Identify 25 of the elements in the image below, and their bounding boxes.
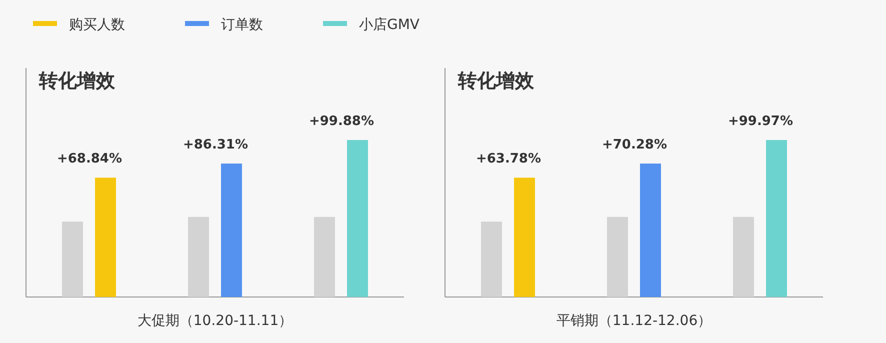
bar: [481, 222, 502, 297]
annotation: +70.28%: [602, 138, 668, 153]
bar: [188, 216, 209, 297]
bar: [766, 140, 787, 297]
bar: [640, 164, 661, 297]
chart-title: 转化增效: [38, 70, 116, 92]
text: +99.88%: [308, 114, 374, 129]
annotation: +68.84%: [56, 152, 122, 167]
bar: [221, 164, 242, 297]
bar: [314, 216, 335, 297]
chart-title: 转化增效: [457, 70, 535, 92]
x-axis-title: 平销期（11.12-12.06）: [556, 313, 712, 329]
text: 购买人数: [69, 17, 125, 33]
bar: [347, 140, 368, 297]
bar: [733, 216, 754, 297]
bar: [62, 222, 83, 297]
bar: [607, 216, 628, 297]
text: +99.97%: [728, 114, 794, 129]
bar: [95, 178, 116, 297]
bar: [514, 178, 535, 297]
x-axis-title: 大促期（10.20-11.11）: [137, 313, 293, 329]
annotation: +63.78%: [476, 152, 542, 167]
text: 订单数: [221, 17, 263, 33]
text: 小店GMV: [359, 17, 420, 33]
annotation: +86.31%: [182, 138, 248, 153]
